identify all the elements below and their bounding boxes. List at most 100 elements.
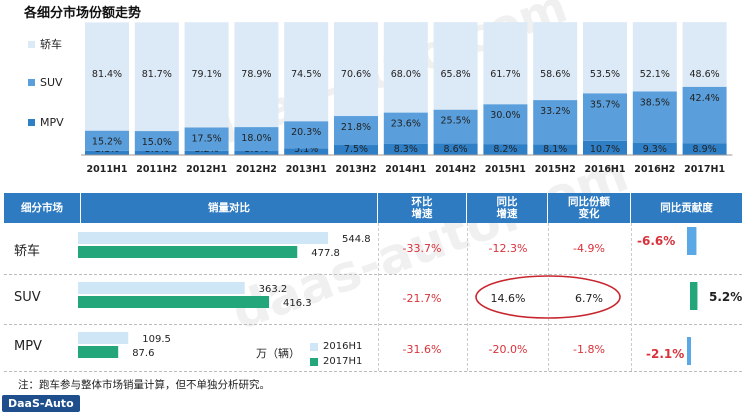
bar-label-sedan: 79.1% <box>192 69 222 80</box>
bar-label-suv: 33.2% <box>540 106 570 117</box>
row-label-suv: SUV <box>14 290 41 305</box>
x-tick-label: 2015H1 <box>485 164 526 175</box>
contribution-mpv: -2.1% <box>646 347 685 361</box>
header-mom: 环比 增速 <box>378 193 466 223</box>
bar-segment-suv <box>184 127 229 151</box>
bar-segment-mpv <box>433 143 478 155</box>
bar-label-suv: 30.0% <box>490 110 520 121</box>
bar-label-sedan: 81.4% <box>92 69 122 80</box>
mom-suv: -21.7% <box>402 292 442 305</box>
header-contribution: 同比贡献度 <box>631 193 742 223</box>
column-separator <box>548 223 549 371</box>
bar-label-sedan: 52.1% <box>640 69 670 80</box>
x-tick-label: 2013H2 <box>335 164 376 175</box>
legend-label-sedan: 轿车 <box>40 38 62 51</box>
legend-swatch-suv <box>28 79 35 86</box>
bar-segment-mpv <box>583 140 627 155</box>
x-tick-label: 2015H2 <box>535 164 576 175</box>
yoy-suv: 14.6% <box>490 292 526 305</box>
bar-label-suv: 15.2% <box>92 137 122 148</box>
x-tick-label: 2014H2 <box>435 164 476 175</box>
bar-segment-sedan <box>184 22 229 128</box>
bar-segment-suv <box>383 112 428 144</box>
sales-value-sedan-2016h1: 544.8 <box>342 234 371 245</box>
x-tick-label: 2017H1 <box>684 164 725 175</box>
bar-label-sedan: 68.0% <box>391 69 421 80</box>
bar-label-suv: 17.5% <box>192 133 222 144</box>
bar-segment-mpv <box>284 148 329 155</box>
bar-label-sedan: 53.5% <box>590 69 620 80</box>
bar-label-sedan: 48.6% <box>690 69 720 80</box>
bar-segment-sedan <box>334 22 378 117</box>
legend-2017h1: 2017H1 <box>310 356 362 367</box>
bar-label-suv: 18.0% <box>241 133 271 144</box>
bar-label-mpv: 9.3% <box>643 144 667 155</box>
legend-label-mpv: MPV <box>40 116 64 129</box>
bar-label-sedan: 81.7% <box>142 69 172 80</box>
share-change-sedan: -4.9% <box>573 242 605 255</box>
bar-segment-mpv <box>682 143 727 155</box>
header-sales: 销量对比 <box>81 193 377 223</box>
bar-segment-sedan <box>533 22 578 101</box>
yoy-sedan: -12.3% <box>488 242 528 255</box>
bar-segment-sedan <box>632 22 677 92</box>
bar-segment-sedan <box>85 22 129 131</box>
bar-label-sedan: 61.7% <box>490 69 520 80</box>
contribution-bar-suv <box>690 282 698 310</box>
sales-value-mpv-2016h1: 109.5 <box>142 334 171 345</box>
header-share-change: 同比份额 变化 <box>548 193 630 223</box>
row-separator <box>4 274 742 275</box>
bar-label-sedan: 65.8% <box>441 69 471 80</box>
mom-mpv: -31.6% <box>402 343 442 356</box>
bar-label-suv: 35.7% <box>590 99 620 110</box>
legend-item-sedan: 轿车 <box>28 36 62 52</box>
bar-label-mpv: 8.9% <box>693 144 717 155</box>
bar-label-suv: 20.3% <box>291 127 321 138</box>
row-label-sedan: 轿车 <box>14 244 41 259</box>
sales-bar-suv-2017h1 <box>78 296 270 308</box>
bar-segment-mpv <box>632 142 677 155</box>
sales-bar-mpv-2017h1 <box>78 346 119 358</box>
legend-item-mpv: MPV <box>28 116 64 129</box>
bar-segment-suv <box>632 91 677 143</box>
bar-label-mpv: 10.7% <box>590 144 620 155</box>
legend-swatch-sedan <box>28 40 35 48</box>
legend-item-suv: SUV <box>28 76 63 89</box>
bar-segment-mpv <box>383 143 428 155</box>
bar-label-suv: 42.4% <box>690 93 720 104</box>
sales-value-sedan-2017h1: 477.8 <box>311 248 340 259</box>
bar-label-suv: 15.0% <box>142 137 172 148</box>
bar-label-mpv: 5.1% <box>294 144 318 155</box>
row-separator <box>4 324 742 325</box>
legend-swatch-2017h1 <box>310 357 318 366</box>
bar-segment-sedan <box>483 22 528 105</box>
header-share-change-label: 同比份额 变化 <box>568 196 610 220</box>
legend-2016h1: 2016H1 <box>310 341 362 352</box>
bar-segment-sedan <box>134 22 179 132</box>
bar-segment-suv <box>234 127 279 152</box>
legend-swatch-2016h1 <box>310 342 318 351</box>
bar-segment-suv <box>134 131 179 152</box>
contribution-bar-mpv <box>687 337 691 365</box>
bar-segment-sedan <box>583 22 627 94</box>
bar-segment-mpv <box>234 151 279 155</box>
bar-segment-sedan <box>284 22 329 122</box>
footnote: 注：跑车参与整体市场销量计算，但不单独分析研究。 <box>18 379 270 391</box>
sales-value-mpv-2017h1: 87.6 <box>132 348 154 359</box>
brand-logo: DaaS-Auto <box>2 395 80 412</box>
bar-segment-sedan <box>433 22 478 110</box>
bar-label-suv: 38.5% <box>640 97 670 108</box>
sales-bar-sedan-2017h1 <box>78 246 298 258</box>
bar-label-mpv: 7.5% <box>344 144 368 155</box>
legend-label-suv: SUV <box>40 76 63 89</box>
yoy-mpv: -20.0% <box>488 343 528 356</box>
x-tick-label: 2016H1 <box>584 164 625 175</box>
contribution-suv: 5.2% <box>709 290 743 304</box>
bar-segment-sedan <box>234 22 279 128</box>
row-label-mpv: MPV <box>14 339 42 354</box>
share-change-suv: 6.7% <box>575 292 603 305</box>
column-separator <box>631 223 632 371</box>
contribution-bar-sedan <box>687 227 697 255</box>
bar-segment-mpv <box>334 145 378 155</box>
contribution-sedan: -6.6% <box>637 234 676 248</box>
